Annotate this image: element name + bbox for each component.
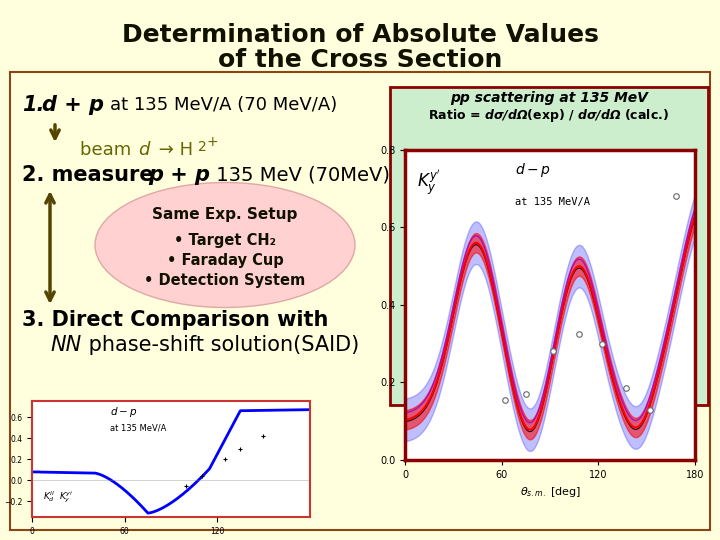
Text: • Target CH₂: • Target CH₂ [174,233,276,247]
Text: 2. measure: 2. measure [22,165,161,185]
FancyBboxPatch shape [390,87,708,405]
Text: NN: NN [50,335,81,355]
Text: 135 MeV (70MeV): 135 MeV (70MeV) [210,165,390,185]
Text: p + p: p + p [148,165,210,185]
X-axis label: $\theta_{s.m.}$ [deg]: $\theta_{s.m.}$ [deg] [520,485,580,500]
Text: at 135 MeV/A: at 135 MeV/A [110,423,166,432]
Text: • Detection System: • Detection System [145,273,305,287]
Text: 2: 2 [198,140,207,154]
Text: at 135 MeV/A (70 MeV/A): at 135 MeV/A (70 MeV/A) [110,96,337,114]
Text: → H: → H [153,141,193,159]
Text: $K_y^{y'}$: $K_y^{y'}$ [417,168,441,197]
Text: Ratio = $\bfit{d\sigma/d\Omega}$(exp) / $\bfit{d\sigma/d\Omega}$ (calc.): Ratio = $\bfit{d\sigma/d\Omega}$(exp) / … [428,106,670,124]
Text: pp scattering at 135 MeV: pp scattering at 135 MeV [450,91,648,105]
Text: Same Exp. Setup: Same Exp. Setup [153,207,297,222]
Text: phase-shift solution(SAID): phase-shift solution(SAID) [82,335,359,355]
Text: $d-p$: $d-p$ [516,161,552,179]
Text: d + p: d + p [42,95,104,115]
Text: of the Cross Section: of the Cross Section [218,48,502,72]
Text: 1.: 1. [22,95,45,115]
Text: $d-p$: $d-p$ [110,405,138,419]
Text: beam: beam [80,141,137,159]
Text: at 135 MeV/A: at 135 MeV/A [516,198,590,207]
Ellipse shape [95,183,355,307]
Text: $K_{d}^{ll}$  $K_{y}^{y\prime}$: $K_{d}^{ll}$ $K_{y}^{y\prime}$ [43,490,73,505]
FancyBboxPatch shape [10,72,710,530]
Text: • Faraday Cup: • Faraday Cup [166,253,284,267]
Text: d: d [138,141,149,159]
Text: Determination of Absolute Values: Determination of Absolute Values [122,23,598,47]
Text: 3. Direct Comparison with: 3. Direct Comparison with [22,310,328,330]
Text: +: + [207,135,219,149]
